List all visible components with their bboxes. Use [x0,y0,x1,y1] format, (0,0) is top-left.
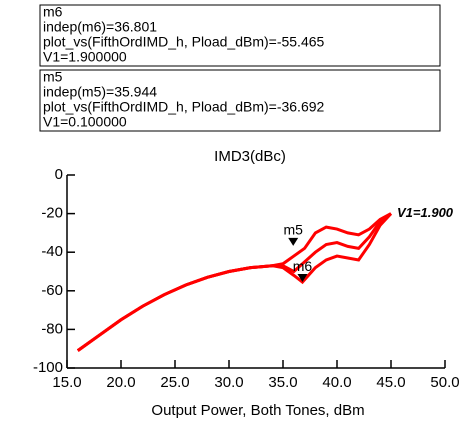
x-tick-label: 35.0 [268,374,297,391]
y-tick-label: -40 [41,243,63,260]
y-tick-label: -80 [41,320,63,337]
marker-text: m5 [43,69,63,85]
x-tick-label: 40.0 [322,374,351,391]
chart-title: IMD3(dBc) [214,148,286,165]
x-tick-label: 30.0 [214,374,243,391]
marker-label: m6 [293,258,313,274]
marker-text: V1=0.100000 [43,114,127,130]
marker-point [288,237,299,246]
marker-text: V1=1.900000 [43,49,127,65]
x-axis-label: Output Power, Both Tones, dBm [151,402,364,419]
x-tick-label: 20.0 [106,374,135,391]
y-tick-label: 0 [55,166,63,183]
x-tick-label: 25.0 [160,374,189,391]
annotation: V1=1.900 [397,205,454,220]
marker-text: m6 [43,4,63,20]
x-tick-label: 15.0 [52,374,81,391]
y-tick-label: -60 [41,282,63,299]
line-series [76,212,392,352]
line-series [76,212,393,352]
marker-box [39,4,441,67]
marker-text: plot_vs(FifthOrdIMD_h, Pload_dBm)=-55.46… [43,34,325,50]
x-tick-label: 50.0 [430,374,459,391]
marker-box [39,69,441,132]
line-series [76,212,392,352]
y-tick-label: -100 [33,359,63,376]
x-tick-label: 45.0 [376,374,405,391]
marker-text: indep(m6)=36.801 [43,19,157,35]
marker-point [297,274,308,283]
marker-label: m5 [283,222,303,238]
marker-text: plot_vs(FifthOrdIMD_h, Pload_dBm)=-36.69… [43,99,325,115]
marker-text: indep(m5)=35.944 [43,84,157,100]
y-tick-label: -20 [41,205,63,222]
